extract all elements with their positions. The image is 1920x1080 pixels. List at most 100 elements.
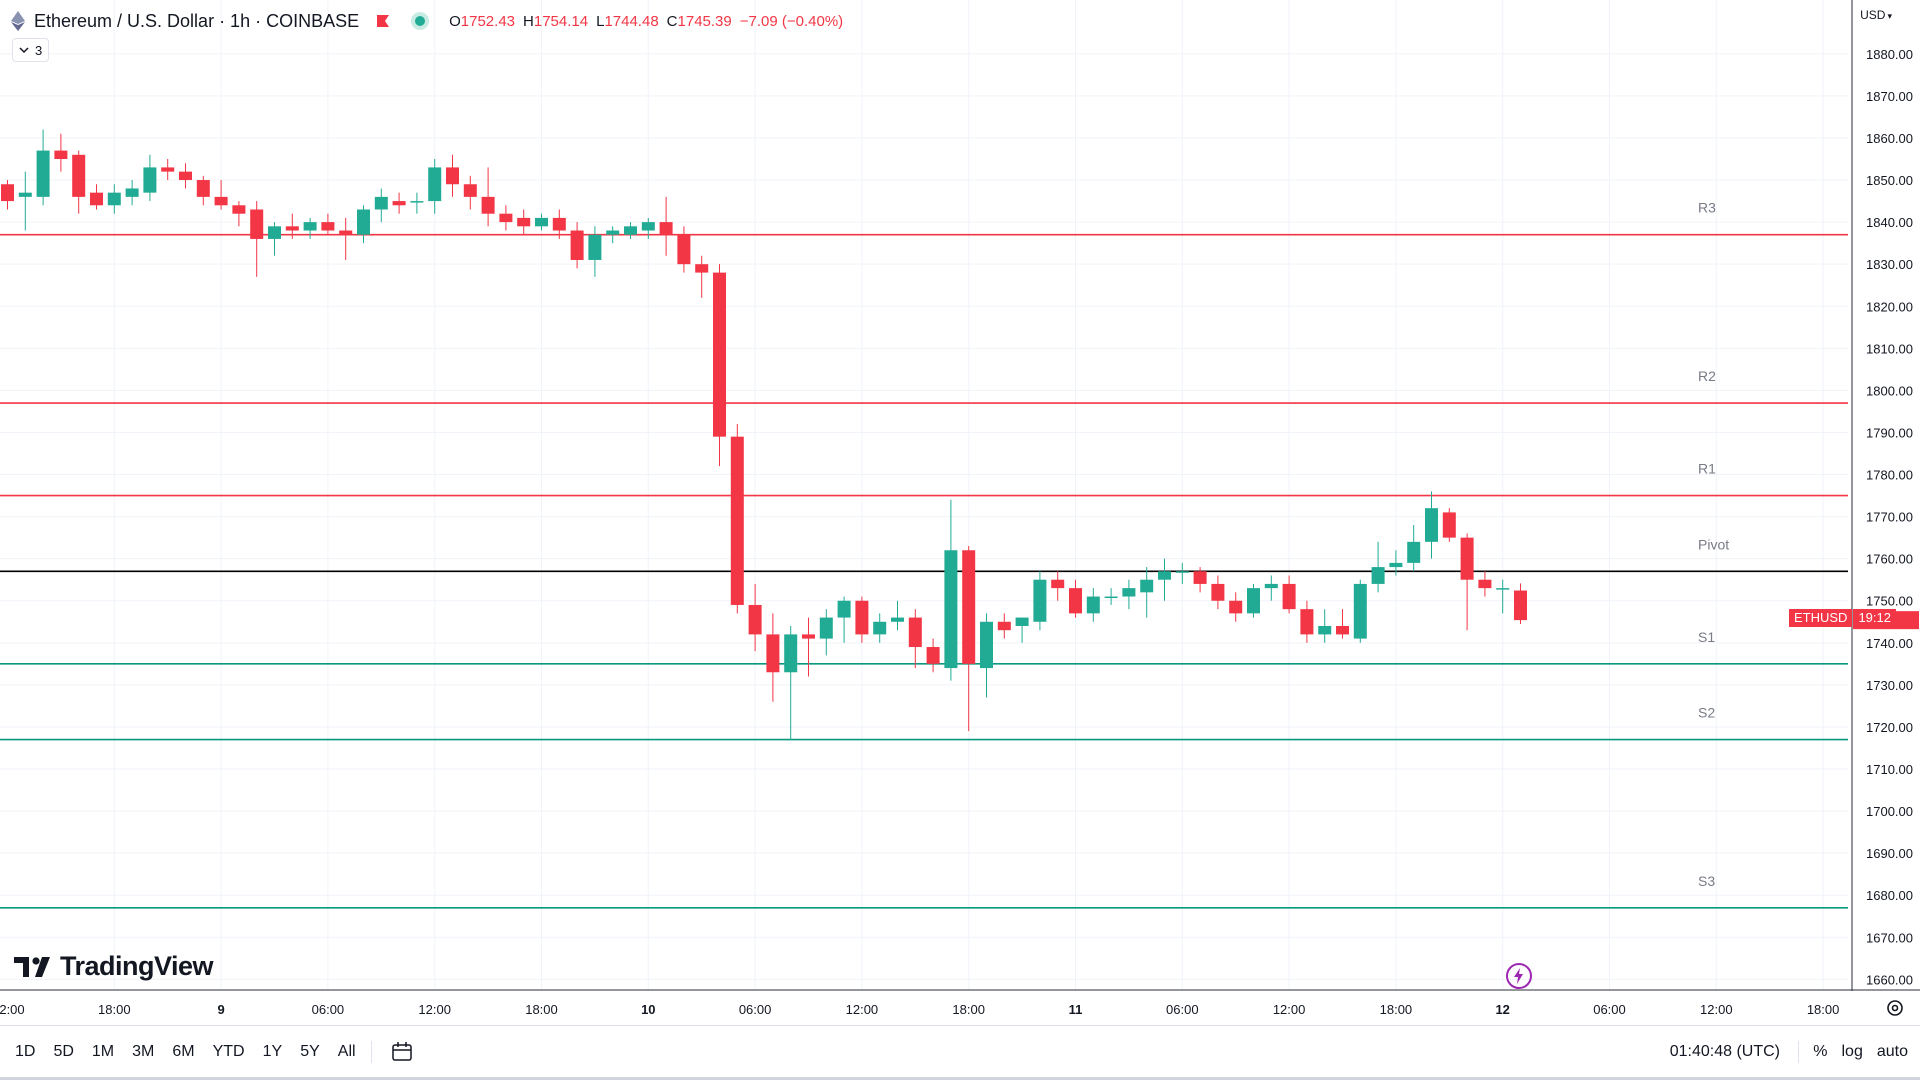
candle-body[interactable] [1158,571,1171,580]
candle-body[interactable] [1318,625,1332,635]
period-all-button[interactable]: All [337,1043,356,1060]
period-1m-button[interactable]: 1M [91,1043,115,1060]
candle-body[interactable] [72,154,86,197]
candle-body[interactable] [1015,617,1029,626]
candle-body[interactable] [161,167,175,172]
candle-body[interactable] [481,196,495,214]
candle-body[interactable] [18,192,32,197]
candle-body[interactable] [428,167,442,202]
candle-body[interactable] [926,647,940,664]
candle-body[interactable] [819,617,833,639]
candle-body[interactable] [677,234,691,265]
candle-body[interactable] [748,604,762,635]
candle-body[interactable] [232,205,246,214]
candle-body[interactable] [1069,588,1082,614]
candle-body[interactable] [1264,583,1278,589]
candle-body[interactable] [374,196,388,210]
candle-body[interactable] [446,167,459,185]
candle-body[interactable] [1389,562,1403,568]
period-1y-button[interactable]: 1Y [262,1043,283,1060]
candle-body[interactable] [570,230,584,260]
candle-body[interactable] [1496,588,1510,590]
period-5y-button[interactable]: 5Y [300,1043,320,1060]
candle-body[interactable] [552,217,566,231]
candle-body[interactable] [606,230,620,235]
auto-scale-toggle[interactable]: auto [1876,1043,1908,1060]
candle-body[interactable] [659,222,673,235]
candle-body[interactable] [1104,596,1118,599]
period-5d-button[interactable]: 5D [53,1043,74,1060]
candle-body[interactable] [980,621,993,669]
candle-body[interactable] [962,550,976,664]
candle-body[interactable] [36,150,50,197]
candle-body[interactable] [1229,600,1243,614]
candle-body[interactable] [1300,609,1314,635]
candle-body[interactable] [588,234,602,260]
candle-body[interactable] [517,217,531,227]
candle-body[interactable] [214,196,228,206]
candle-body[interactable] [1086,596,1100,614]
candle-body[interactable] [1478,579,1492,589]
candle-body[interactable] [1407,541,1421,563]
candle-body[interactable] [1442,512,1456,538]
price-chart[interactable]: R3 R2 R1 Pivot S1 S2 S3 1660.00 1670.00 1680.00 16… [0,0,1920,1025]
candle-body[interactable] [1033,579,1047,622]
candle-body[interactable] [695,264,709,273]
candle-body[interactable] [908,617,922,648]
candle-body[interactable] [1,184,14,202]
candle-body[interactable] [1193,571,1207,584]
candle-body[interactable] [1175,571,1189,573]
symbol-title[interactable]: Ethereum / U.S. Dollar · 1h · COINBASE [34,10,360,31]
candle-body[interactable] [624,226,637,235]
candle-body[interactable] [1460,537,1474,580]
log-scale-toggle[interactable]: log [1841,1043,1863,1060]
indicators-toggle-button[interactable]: 3 [12,38,50,62]
utc-clock[interactable]: 01:40:48 (UTC) [1669,1043,1780,1060]
candle-body[interactable] [285,226,299,231]
candle-body[interactable] [784,634,798,673]
candle-body[interactable] [268,226,281,239]
period-ytd-button[interactable]: YTD [212,1043,245,1060]
candle-body[interactable] [766,634,780,673]
candle-body[interactable] [1336,625,1349,635]
candle-body[interactable] [802,634,815,639]
candle-body[interactable] [855,600,869,635]
candle-body[interactable] [392,201,406,206]
lightning-icon[interactable] [1505,962,1533,990]
candle-body[interactable] [1122,588,1136,597]
candle-body[interactable] [891,617,904,622]
settings-gear-icon[interactable] [1885,998,1905,1018]
candle-body[interactable] [1140,579,1154,593]
period-6m-button[interactable]: 6M [172,1043,195,1060]
candle-body[interactable] [179,171,192,181]
candle-body[interactable] [713,272,726,437]
candle-body[interactable] [54,150,68,160]
candle-body[interactable] [997,621,1011,631]
tradingview-logo[interactable]: TradingView [14,951,214,982]
candle-body[interactable] [250,209,264,239]
candle-body[interactable] [303,222,317,231]
candle-body[interactable] [143,167,157,193]
candle-body[interactable] [1353,583,1367,639]
candle-body[interactable] [944,550,958,669]
candle-body[interactable] [837,600,851,618]
period-1d-button[interactable]: 1D [15,1043,36,1060]
candle-body[interactable] [1371,567,1385,584]
candle-body[interactable] [873,621,887,635]
candle-body[interactable] [125,188,139,197]
candle-body[interactable] [1211,583,1225,601]
candle-body[interactable] [1514,590,1527,621]
candle-body[interactable] [339,230,353,235]
candle-body[interactable] [499,213,513,223]
candle-body[interactable] [1425,508,1438,542]
candle-body[interactable] [321,222,335,231]
candle-body[interactable] [463,184,477,197]
candle-body[interactable] [1247,588,1260,614]
percent-scale-toggle[interactable]: % [1813,1043,1828,1060]
candle-body[interactable] [1282,583,1296,610]
candle-body[interactable] [90,192,103,206]
candle-body[interactable] [410,201,424,203]
candle-body[interactable] [196,180,210,197]
candle-body[interactable] [641,222,655,231]
candle-body[interactable] [1051,579,1065,589]
